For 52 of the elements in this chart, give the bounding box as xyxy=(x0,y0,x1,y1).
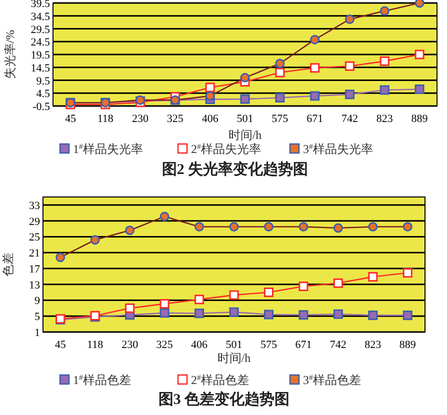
x-tick-label: 823 xyxy=(376,113,394,125)
legend-label: 3$^{#}$样品色差 xyxy=(303,372,361,387)
y-tick-label: 19.5 xyxy=(30,50,50,62)
y-tick-label: 1 xyxy=(34,327,40,339)
x-tick-label: 406 xyxy=(191,339,208,351)
x-tick-label: 118 xyxy=(97,113,114,125)
y-axis-title: 失光率/% xyxy=(3,30,17,80)
y-tick-label: 24.5 xyxy=(30,36,50,49)
x-tick-label: 742 xyxy=(330,339,346,351)
x-tick-label: 325 xyxy=(166,113,184,125)
text: 图2 失光率变化趋势图 xyxy=(162,160,308,178)
x-tick-label: 823 xyxy=(364,339,382,351)
x-tick-label: 501 xyxy=(226,339,242,351)
x-axis-title: 时间/h xyxy=(228,128,262,142)
y-tick-label: 25 xyxy=(29,232,40,244)
y-tick-label: 4.5 xyxy=(36,88,50,100)
y-tick-label: 39.5 xyxy=(30,0,50,10)
y-tick-label: 9 xyxy=(34,295,40,308)
legend-label: 2$^{#}$样品色差 xyxy=(191,372,249,387)
y-tick-label: 9.5 xyxy=(36,75,50,88)
text: 图3 色差变化趋势图 xyxy=(158,390,290,408)
x-tick-label: 406 xyxy=(202,113,219,125)
y-tick-label: 13 xyxy=(29,279,40,292)
y-tick-label: -0.5 xyxy=(32,101,50,113)
y-tick-label: 34.5 xyxy=(30,10,50,23)
x-tick-label: 575 xyxy=(272,113,289,125)
y-tick-label: 17 xyxy=(29,263,40,276)
x-tick-label: 501 xyxy=(236,113,254,125)
x-tick-label: 45 xyxy=(54,339,66,351)
x-tick-label: 889 xyxy=(399,339,416,351)
y-tick-label: 29 xyxy=(29,216,40,228)
x-tick-label: 671 xyxy=(306,113,324,125)
y-tick-label: 14.5 xyxy=(30,62,50,74)
legend-label: 3$^{#}$样品失光率 xyxy=(303,142,373,156)
y-tick-label: 5 xyxy=(34,311,40,324)
x-tick-label: 575 xyxy=(260,339,278,351)
x-axis-title: 时间/h xyxy=(217,351,251,365)
x-tick-label: 889 xyxy=(411,113,428,125)
legend-label: 1$^{#}$样品色差 xyxy=(73,372,131,387)
x-tick-label: 230 xyxy=(122,339,139,351)
y-axis-title: 色差 xyxy=(1,252,15,276)
x-tick-label: 118 xyxy=(87,339,104,351)
legend-label: 1$^{#}$样品失光率 xyxy=(73,142,143,156)
x-tick-label: 230 xyxy=(132,113,150,125)
y-tick-label: 21 xyxy=(29,248,40,260)
legend-label: 2$^{#}$样品失光率 xyxy=(191,142,261,156)
x-tick-label: 45 xyxy=(64,113,76,125)
y-tick-label: 33 xyxy=(29,200,40,212)
x-tick-label: 671 xyxy=(295,339,312,351)
y-tick-label: 29.5 xyxy=(30,24,50,36)
x-tick-label: 742 xyxy=(341,113,358,125)
x-tick-label: 325 xyxy=(156,339,174,351)
